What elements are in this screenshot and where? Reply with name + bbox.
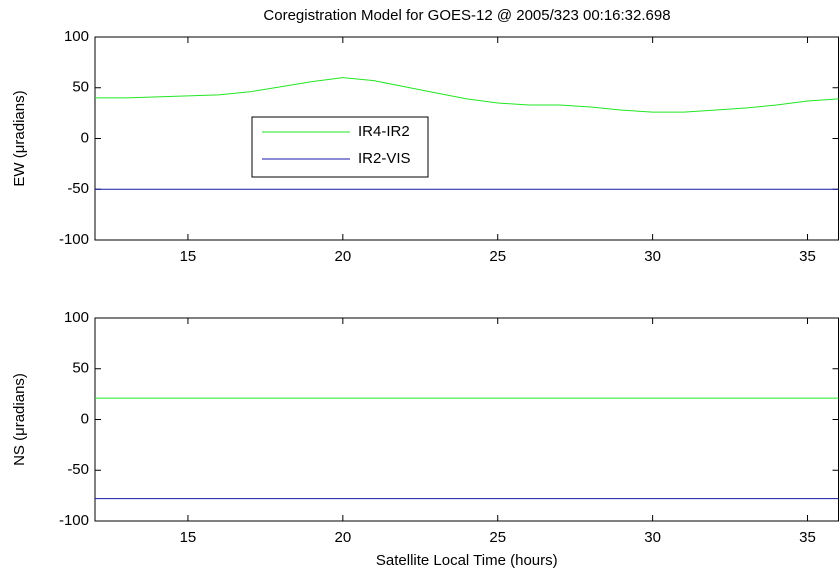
y-axis-label: EW (μradians) (11, 90, 28, 186)
legend-box (251, 116, 429, 178)
legend-label: IR2-VIS (358, 150, 411, 167)
legend-label: IR4-IR2 (358, 123, 410, 140)
y-tick-label: -100 (59, 231, 89, 248)
x-tick-label: 20 (334, 529, 351, 546)
x-axis-label: Satellite Local Time (hours) (376, 552, 558, 569)
x-tick-label: 15 (180, 529, 197, 546)
x-tick-label: 20 (334, 248, 351, 265)
y-tick-label: -50 (67, 180, 89, 197)
x-tick-label: 15 (180, 248, 197, 265)
plot-area (94, 317, 839, 522)
y-tick-label: 0 (81, 129, 89, 146)
y-tick-label: 50 (72, 79, 89, 96)
y-axis-label: NS (μradians) (11, 373, 28, 466)
x-tick-label: 30 (644, 248, 661, 265)
y-tick-label: 100 (64, 309, 89, 326)
y-tick-label: 100 (64, 28, 89, 45)
line-series (95, 77, 839, 113)
y-tick-label: 0 (81, 410, 89, 427)
y-tick-label: 50 (72, 360, 89, 377)
y-tick-label: -100 (59, 512, 89, 529)
x-tick-label: 30 (644, 529, 661, 546)
x-tick-label: 35 (799, 529, 816, 546)
x-tick-label: 35 (799, 248, 816, 265)
chart-title: Coregistration Model for GOES-12 @ 2005/… (263, 7, 670, 24)
plot-area (94, 36, 839, 241)
x-tick-label: 25 (489, 529, 506, 546)
y-tick-label: -50 (67, 461, 89, 478)
x-tick-label: 25 (489, 248, 506, 265)
